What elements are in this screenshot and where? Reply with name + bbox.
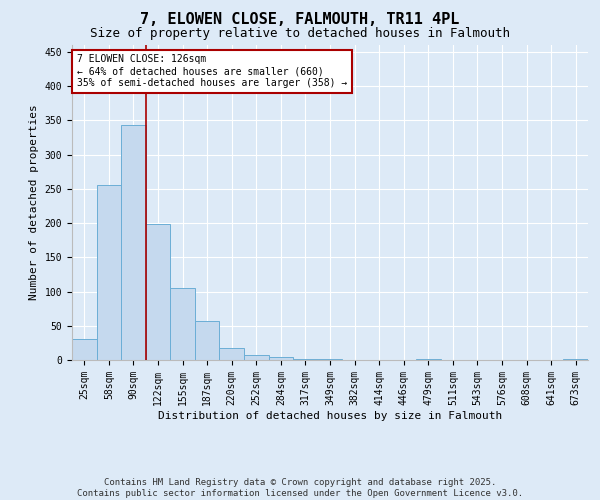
Y-axis label: Number of detached properties: Number of detached properties <box>29 104 39 300</box>
Bar <box>269 358 293 360</box>
Bar <box>293 358 318 360</box>
Bar <box>195 321 220 360</box>
Text: Contains HM Land Registry data © Crown copyright and database right 2025.
Contai: Contains HM Land Registry data © Crown c… <box>77 478 523 498</box>
Bar <box>146 224 170 360</box>
Bar <box>170 288 195 360</box>
Bar <box>121 125 146 360</box>
X-axis label: Distribution of detached houses by size in Falmouth: Distribution of detached houses by size … <box>158 410 502 420</box>
Bar <box>220 348 244 360</box>
Bar <box>72 340 97 360</box>
Bar <box>244 354 269 360</box>
Text: 7 ELOWEN CLOSE: 126sqm
← 64% of detached houses are smaller (660)
35% of semi-de: 7 ELOWEN CLOSE: 126sqm ← 64% of detached… <box>77 54 347 88</box>
Text: 7, ELOWEN CLOSE, FALMOUTH, TR11 4PL: 7, ELOWEN CLOSE, FALMOUTH, TR11 4PL <box>140 12 460 28</box>
Bar <box>97 186 121 360</box>
Text: Size of property relative to detached houses in Falmouth: Size of property relative to detached ho… <box>90 28 510 40</box>
